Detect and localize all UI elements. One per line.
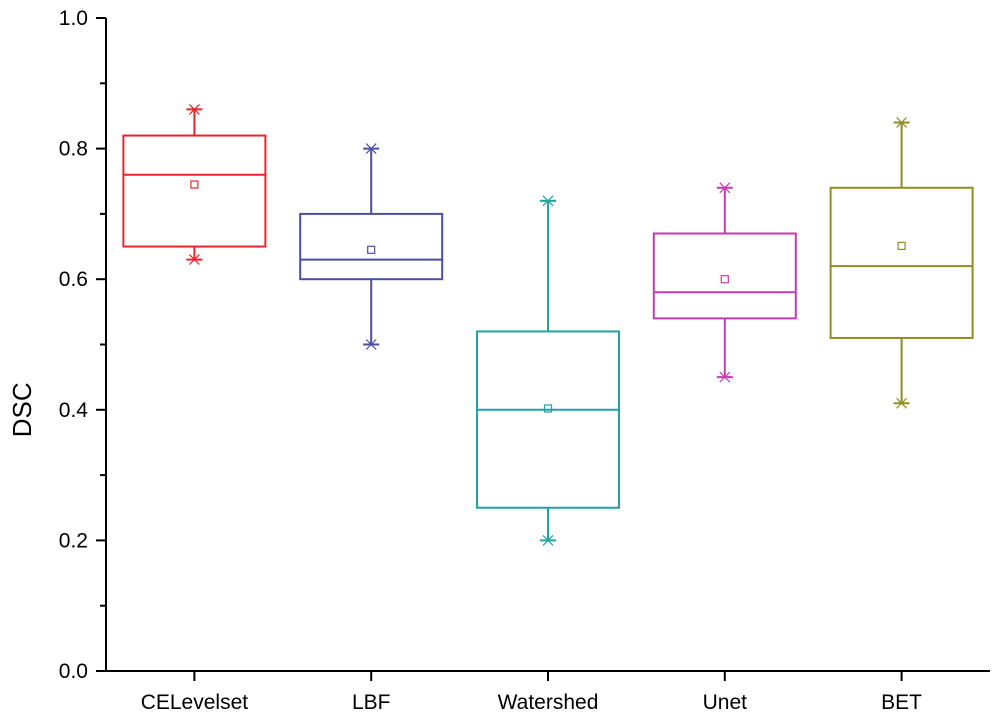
axes: 0.0 0.2 0.4 0.6 0.8 1.0 CELevelset LBF Watershe… <box>7 7 990 714</box>
box-unet <box>652 182 797 383</box>
x-tick-label: Watershed <box>498 691 599 714</box>
x-tick-label: Unet <box>703 691 748 714</box>
min-marker <box>896 397 908 409</box>
iqr-box <box>829 186 974 339</box>
max-marker <box>188 103 200 115</box>
min-marker <box>542 534 554 546</box>
y-tick-label: 0.8 <box>59 138 88 161</box>
x-tick-label: CELevelset <box>141 691 249 714</box>
y-tick-label: 1.0 <box>59 7 88 30</box>
y-tick-label: 0.6 <box>59 268 88 291</box>
min-marker <box>365 339 377 350</box>
mean-marker <box>367 245 376 254</box>
min-marker <box>188 254 200 266</box>
max-marker <box>896 117 908 128</box>
box-watershed <box>476 195 620 546</box>
y-tick-label: 0.2 <box>59 529 88 552</box>
plot-elements <box>122 103 974 546</box>
mean-marker <box>543 404 553 413</box>
box-lbf <box>299 143 444 350</box>
iqr-box <box>476 330 620 509</box>
max-marker <box>542 195 554 207</box>
iqr-box <box>122 134 267 248</box>
max-marker <box>365 143 377 155</box>
y-tick-label: 0.0 <box>59 660 88 683</box>
y-axis-title: DSC <box>7 382 37 437</box>
y-ticks: 0.0 0.2 0.4 0.6 0.8 1.0 <box>59 7 106 683</box>
box-bet <box>829 117 974 409</box>
x-ticks: CELevelset LBF Watershed Unet BET <box>141 671 922 714</box>
iqr-box <box>299 212 444 281</box>
mean-marker <box>720 275 729 284</box>
mean-marker <box>190 180 199 189</box>
x-tick-label: BET <box>881 691 922 714</box>
x-tick-label: LBF <box>352 691 391 714</box>
y-tick-label: 0.4 <box>59 399 89 422</box>
max-marker <box>719 182 731 194</box>
min-marker <box>719 371 731 383</box>
box-celevelset <box>122 103 267 266</box>
mean-marker <box>897 241 906 250</box>
iqr-box <box>652 232 797 320</box>
